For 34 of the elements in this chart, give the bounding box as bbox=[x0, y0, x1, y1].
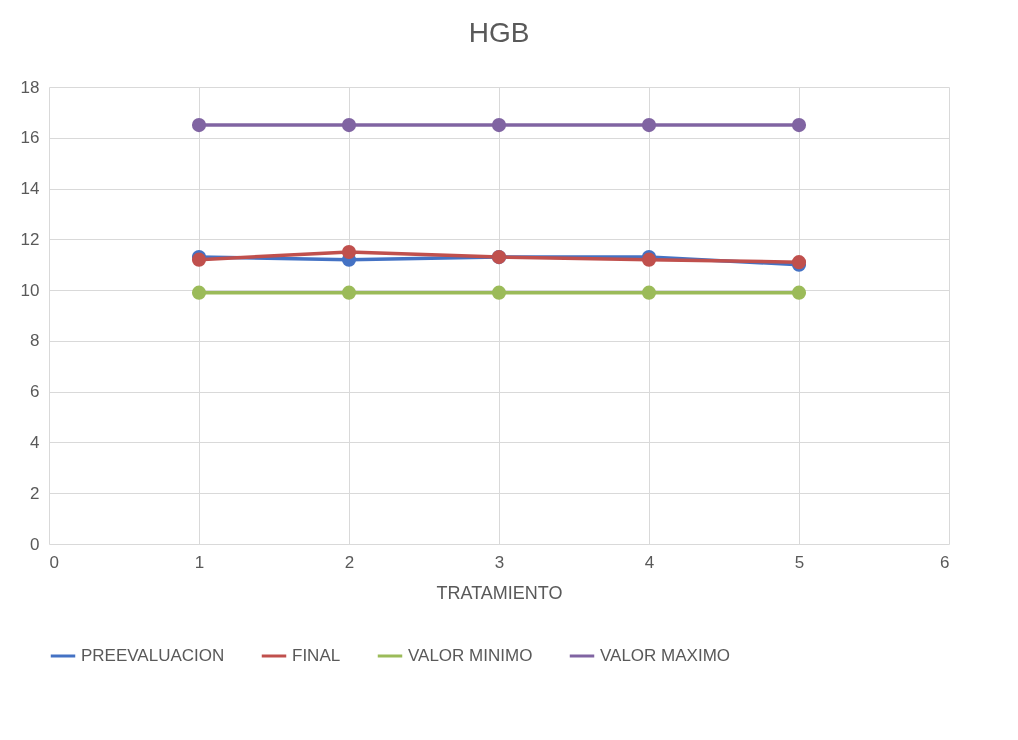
y-tick-label: 10 bbox=[20, 280, 40, 300]
point bbox=[491, 285, 507, 300]
y-tick-label: 16 bbox=[20, 128, 40, 148]
point bbox=[341, 244, 357, 260]
y-tick-label: 12 bbox=[20, 229, 40, 249]
y-tick-label: 14 bbox=[20, 179, 40, 199]
legend-label: VALOR MAXIMO bbox=[600, 646, 731, 665]
legend-label: PREEVALUACION bbox=[81, 646, 225, 665]
x-tick-label: 6 bbox=[940, 552, 950, 572]
x-tick-label: 4 bbox=[644, 552, 655, 572]
y-tick-label: 4 bbox=[30, 432, 40, 452]
point bbox=[341, 118, 357, 133]
x-tick-label: 0 bbox=[49, 552, 59, 572]
point bbox=[191, 118, 207, 133]
x-axis-title: TRATAMIENTO bbox=[436, 582, 563, 603]
y-tick-label: 0 bbox=[30, 534, 40, 554]
point bbox=[641, 285, 657, 300]
point bbox=[791, 118, 807, 133]
y-tick-label: 8 bbox=[30, 331, 40, 351]
y-tick-label: 18 bbox=[20, 77, 40, 97]
x-tick-label: 1 bbox=[194, 552, 205, 572]
x-tick-label: 3 bbox=[494, 552, 505, 572]
chart-title: HGB bbox=[468, 17, 530, 48]
legend-label: VALOR MINIMO bbox=[408, 646, 533, 665]
point bbox=[791, 285, 807, 300]
point bbox=[641, 118, 657, 133]
legend-label: FINAL bbox=[292, 646, 341, 665]
point bbox=[491, 118, 507, 133]
point bbox=[191, 285, 207, 300]
y-tick-label: 6 bbox=[30, 382, 40, 402]
x-tick-label: 2 bbox=[344, 552, 355, 572]
point bbox=[341, 285, 357, 300]
y-tick-label: 2 bbox=[30, 483, 40, 503]
x-tick-label: 5 bbox=[794, 552, 805, 572]
